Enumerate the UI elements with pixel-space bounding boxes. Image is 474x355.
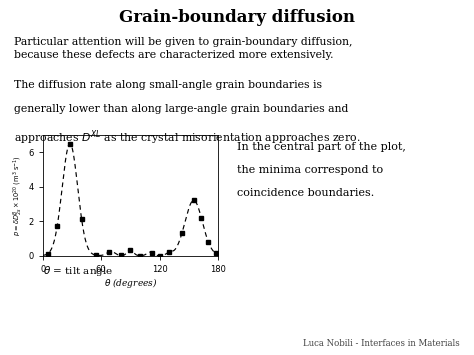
Text: approaches $D^{XL}$ as the crystal misorientation approaches zero.: approaches $D^{XL}$ as the crystal misor… <box>14 128 361 147</box>
Text: Luca Nobili - Interfaces in Materials: Luca Nobili - Interfaces in Materials <box>303 339 460 348</box>
Text: generally lower than along large-angle grain boundaries and: generally lower than along large-angle g… <box>14 104 348 114</box>
Text: the minima correspond to: the minima correspond to <box>237 165 383 175</box>
Text: In the central part of the plot,: In the central part of the plot, <box>237 142 406 152</box>
Text: coincidence boundaries.: coincidence boundaries. <box>237 188 374 198</box>
Text: Particular attention will be given to grain-boundary diffusion,
because these de: Particular attention will be given to gr… <box>14 37 353 60</box>
Y-axis label: $p = \delta D^B_{2s} \times 10^{20}\ \mathrm{(m^3\ s^{-1})}$: $p = \delta D^B_{2s} \times 10^{20}\ \ma… <box>12 155 26 236</box>
Text: Grain-boundary diffusion: Grain-boundary diffusion <box>119 9 355 26</box>
X-axis label: $\theta$ (degrees): $\theta$ (degrees) <box>104 277 157 290</box>
Text: The diffusion rate along small-angle grain boundaries is: The diffusion rate along small-angle gra… <box>14 80 322 90</box>
Text: $\theta$ = tilt angle: $\theta$ = tilt angle <box>43 264 113 278</box>
